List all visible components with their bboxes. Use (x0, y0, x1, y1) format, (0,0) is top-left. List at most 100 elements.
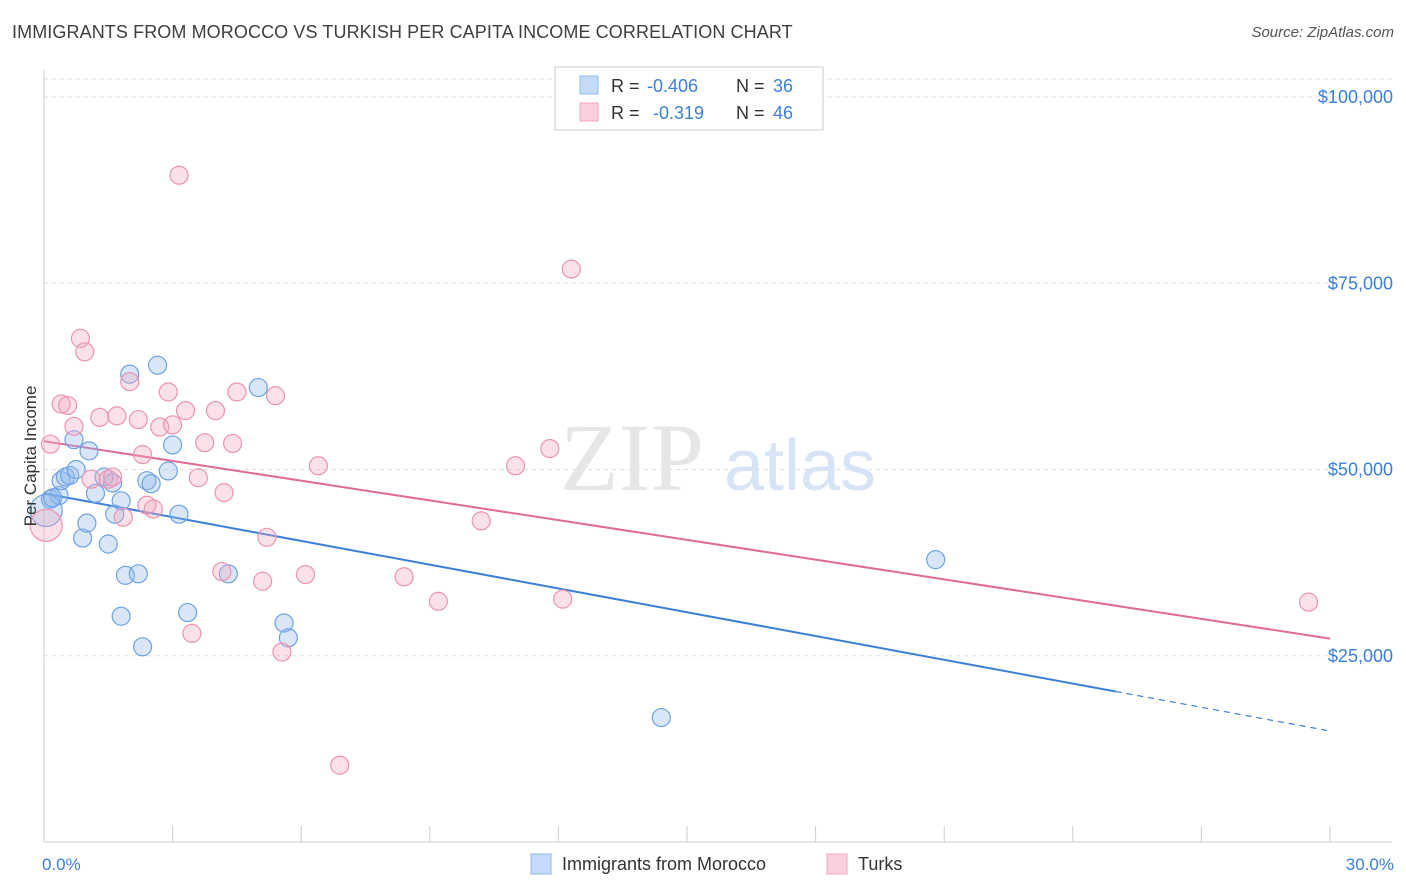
point-turks-44 (561, 259, 581, 279)
legend-swatch-blue (579, 75, 599, 95)
point-turks-14 (128, 409, 148, 430)
point-morocco-15 (111, 491, 131, 511)
legend-r-label-1: R = (611, 76, 640, 96)
data-points (29, 165, 1319, 775)
y-axis-label: Per Capita Income (21, 386, 40, 527)
point-morocco-21 (141, 474, 161, 494)
trendline-1 (43, 440, 1331, 640)
grid-lines (44, 78, 1392, 657)
point-morocco-24 (163, 435, 183, 455)
legend-n-value-2: 46 (773, 103, 793, 123)
point-morocco-9 (79, 441, 99, 461)
point-turks-11 (107, 406, 127, 426)
legend-r-value-2: -0.319 (653, 103, 704, 123)
legend-swatch-pink (579, 102, 599, 122)
legend-label-turks: Turks (858, 854, 902, 874)
series-legend: Immigrants from Morocco Turks (530, 853, 902, 875)
correlation-legend: R = -0.406 N = 36 R = -0.319 N = 46 (554, 66, 824, 131)
point-turks-4 (64, 416, 84, 436)
x-tick-label-max: 30.0% (1346, 855, 1394, 874)
legend-swatch-turks (826, 853, 848, 875)
point-turks-22 (175, 401, 196, 421)
point-turks-42 (540, 439, 560, 459)
point-turks-19 (158, 382, 178, 402)
legend-r-label-2: R = (611, 103, 640, 123)
trendline-0-extension (1115, 690, 1331, 732)
point-turks-26 (205, 401, 226, 421)
trendlines (43, 440, 1331, 732)
point-morocco-6 (66, 459, 86, 480)
point-morocco-17 (120, 364, 140, 384)
point-morocco-8 (77, 513, 97, 533)
point-turks-30 (227, 382, 247, 402)
point-turks-20 (163, 415, 183, 435)
point-morocco-32 (926, 550, 946, 570)
legend-label-morocco: Immigrants from Morocco (562, 854, 766, 874)
axes (43, 70, 1392, 843)
point-turks-31 (253, 571, 273, 591)
point-morocco-22 (147, 355, 168, 375)
point-turks-2 (51, 394, 71, 414)
point-turks-6 (75, 342, 95, 362)
source-note: Source: ZipAtlas.com (1251, 24, 1394, 41)
point-turks-1 (40, 434, 61, 454)
point-morocco-5 (64, 430, 84, 450)
point-turks-0 (29, 508, 63, 542)
point-morocco-26 (178, 602, 198, 623)
point-turks-13 (120, 371, 140, 392)
point-turks-45 (1298, 592, 1319, 612)
point-turks-43 (553, 589, 573, 609)
point-turks-27 (212, 561, 232, 582)
point-morocco-7 (72, 528, 93, 548)
chart-title: IMMIGRANTS FROM MOROCCO VS TURKISH PER C… (12, 22, 793, 42)
point-turks-29 (223, 433, 243, 454)
point-morocco-18 (128, 564, 148, 584)
point-morocco-19 (132, 637, 153, 657)
point-morocco-23 (158, 461, 178, 481)
x-tick-label-min: 0.0% (42, 855, 81, 874)
point-turks-37 (330, 755, 350, 775)
point-morocco-34 (111, 606, 131, 626)
y-tick-labels: $25,000 $50,000 $75,000 $100,000 (1318, 87, 1393, 666)
watermark-zip: ZIP (560, 404, 704, 511)
trendline-0 (43, 492, 1116, 693)
legend-n-value-1: 36 (773, 76, 793, 96)
point-turks-24 (188, 468, 208, 488)
point-turks-25 (195, 433, 215, 453)
point-morocco-10 (85, 483, 106, 503)
y-tick-label-3: $100,000 (1318, 87, 1393, 107)
point-turks-8 (90, 407, 110, 427)
point-morocco-12 (98, 534, 118, 554)
point-morocco-31 (651, 707, 671, 728)
legend-n-label-2: N = (736, 103, 765, 123)
point-morocco-29 (274, 613, 294, 633)
point-turks-3 (57, 395, 78, 416)
point-turks-39 (428, 591, 448, 611)
y-tick-label-1: $50,000 (1328, 460, 1393, 480)
legend-swatch-morocco (530, 853, 552, 875)
point-turks-41 (505, 456, 526, 476)
point-morocco-25 (169, 504, 189, 524)
point-turks-7 (81, 469, 101, 489)
point-turks-17 (143, 499, 163, 519)
point-turks-21 (169, 165, 189, 185)
point-turks-15 (132, 445, 153, 465)
point-turks-10 (102, 467, 123, 487)
point-morocco-33 (29, 493, 63, 528)
point-morocco-30 (278, 628, 298, 648)
watermark: ZIP atlas (560, 404, 876, 511)
point-turks-33 (265, 386, 286, 406)
watermark-atlas: atlas (724, 426, 876, 506)
point-morocco-35 (42, 488, 63, 508)
point-turks-23 (182, 623, 202, 644)
point-turks-36 (308, 456, 328, 476)
point-turks-32 (257, 527, 277, 547)
point-turks-12 (113, 507, 133, 527)
point-turks-34 (272, 642, 292, 662)
legend-n-label-1: N = (736, 76, 765, 96)
y-tick-label-0: $25,000 (1328, 646, 1393, 666)
y-tick-label-2: $75,000 (1328, 273, 1393, 293)
point-turks-38 (394, 567, 414, 587)
point-morocco-28 (248, 377, 268, 398)
